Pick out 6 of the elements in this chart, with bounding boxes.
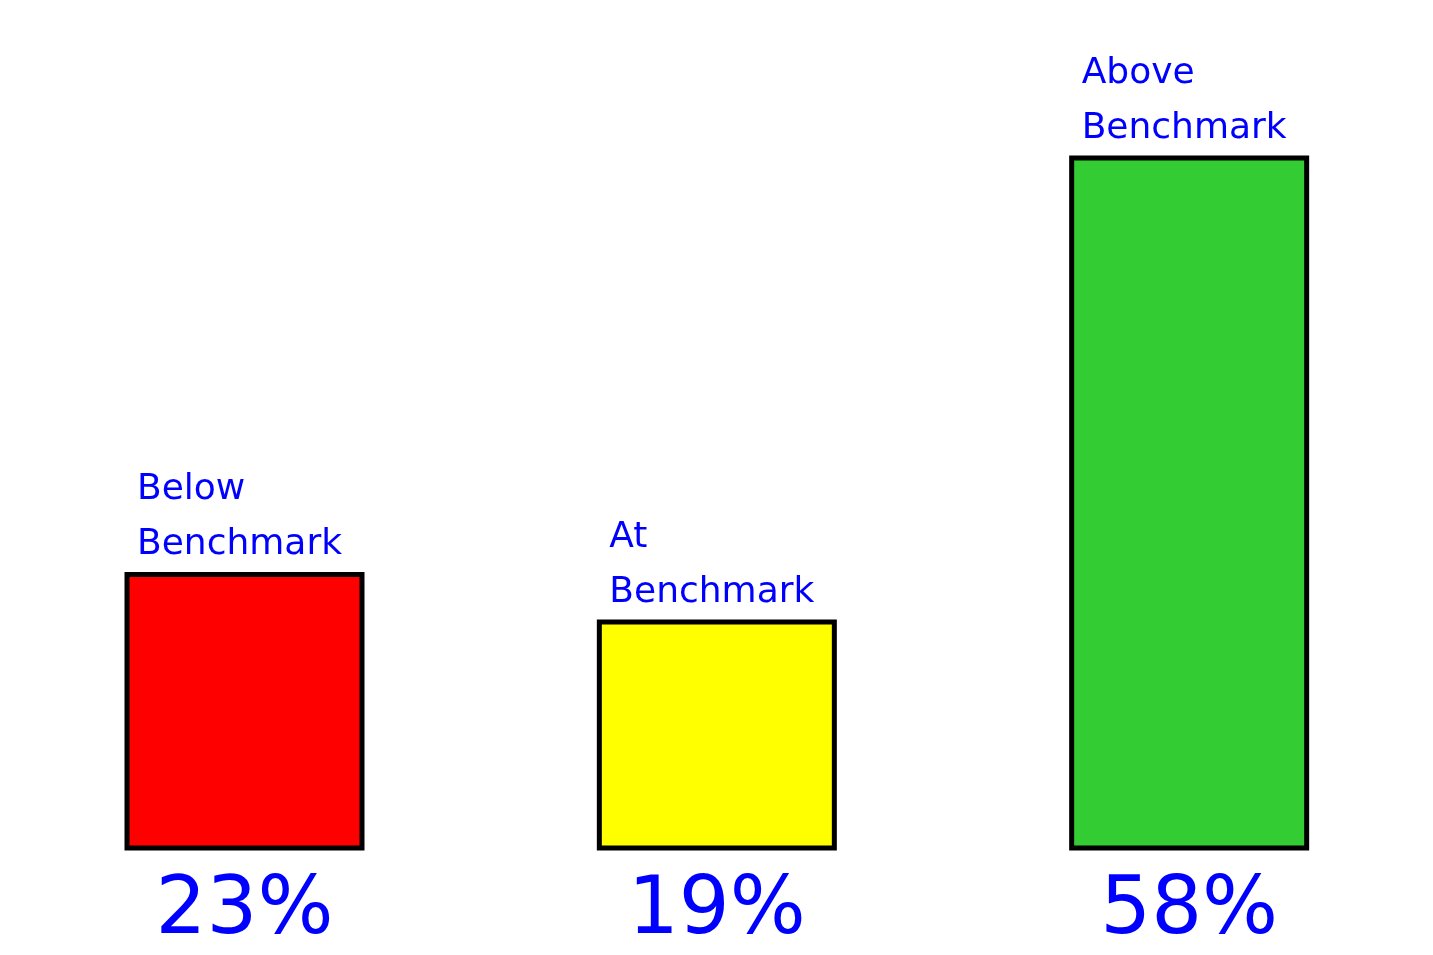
- data-label: 23%: [155, 859, 334, 952]
- data-label: 58%: [1100, 859, 1279, 952]
- x-tick-label: At Benchmark: [609, 513, 815, 610]
- x-tick-label: Below Benchmark: [137, 466, 343, 563]
- data-label: 19%: [627, 859, 806, 952]
- x-tick-label: Above Benchmark: [1081, 50, 1287, 146]
